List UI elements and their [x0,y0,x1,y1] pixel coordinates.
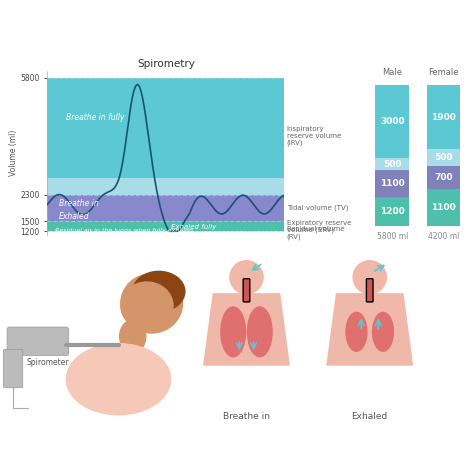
Ellipse shape [346,312,367,351]
Bar [47,178,284,195]
Bar [47,195,284,221]
Ellipse shape [121,274,182,333]
Text: 1900: 1900 [431,113,456,122]
Text: Exhaled: Exhaled [59,212,90,221]
Text: Breathe in: Breathe in [223,412,270,421]
Bar [375,197,409,226]
Text: Expiratory reserve
volume (ERV): Expiratory reserve volume (ERV) [287,219,351,233]
Ellipse shape [133,271,185,312]
Text: 4200 ml: 4200 ml [428,232,459,241]
Bar [427,149,460,166]
Polygon shape [204,294,289,365]
Bar [375,170,409,197]
Bar [47,78,284,178]
Text: Breathe in: Breathe in [59,199,99,208]
FancyBboxPatch shape [366,279,373,302]
Bar [375,158,409,170]
Bar [427,166,460,189]
Ellipse shape [373,312,393,351]
Text: Pulmonary function tests: Pulmonary function tests [69,18,405,42]
Y-axis label: Volume (ml): Volume (ml) [9,130,18,176]
Ellipse shape [66,344,171,415]
FancyBboxPatch shape [243,279,250,302]
Bar [375,85,409,158]
Circle shape [353,261,386,294]
Title: Spirometry: Spirometry [137,59,195,69]
Ellipse shape [119,320,146,353]
Circle shape [230,261,263,294]
Text: 700: 700 [434,173,453,182]
Text: Spirometer: Spirometer [26,358,69,367]
Text: Breathe in fully: Breathe in fully [66,113,125,122]
FancyBboxPatch shape [7,327,69,356]
Text: 3000: 3000 [380,117,404,126]
Polygon shape [327,294,412,365]
FancyBboxPatch shape [3,349,23,388]
Text: Exhaled fully: Exhaled fully [171,224,216,230]
Text: Residual volume
(RV): Residual volume (RV) [287,226,344,240]
Text: 5800 ml: 5800 ml [376,232,408,241]
Text: Female: Female [428,68,459,77]
Text: 1100: 1100 [431,203,456,212]
Text: Exhaled: Exhaled [352,412,388,421]
Text: 500: 500 [383,160,401,169]
Text: 500: 500 [434,153,453,162]
Text: Residual air in the lungs when fully exhaled: Residual air in the lungs when fully exh… [55,228,192,233]
Text: Tidal volume (TV): Tidal volume (TV) [287,205,348,211]
Bar [427,85,460,149]
Bar [427,189,460,226]
Text: 1200: 1200 [380,207,405,216]
Bar [47,221,284,231]
Text: Inspiratory
reserve volume
(IRV): Inspiratory reserve volume (IRV) [287,126,341,146]
Ellipse shape [247,307,272,356]
Ellipse shape [221,307,246,356]
Text: Male: Male [382,68,402,77]
Ellipse shape [121,282,173,329]
Text: 1100: 1100 [380,179,405,188]
